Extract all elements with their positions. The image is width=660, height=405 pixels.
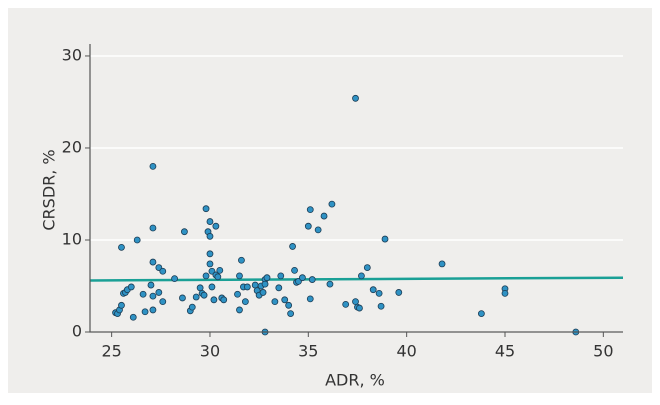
point: [192, 293, 200, 301]
point: [299, 274, 306, 282]
point: [304, 222, 312, 230]
y-tick-label: 20: [62, 137, 82, 156]
point: [188, 303, 196, 311]
point: [306, 295, 314, 303]
point: [243, 283, 251, 291]
point: [281, 296, 289, 304]
point: [477, 310, 485, 317]
point: [118, 243, 125, 251]
point: [141, 308, 149, 316]
x-tick-label: 45: [495, 342, 515, 361]
point: [356, 304, 363, 312]
point: [214, 273, 222, 281]
point: [159, 267, 167, 275]
point: [261, 280, 269, 288]
y-axis-label: CRSDR, %: [40, 149, 59, 230]
point: [208, 283, 216, 291]
point: [289, 243, 296, 250]
point: [220, 296, 228, 304]
point: [501, 289, 509, 297]
point: [277, 272, 285, 280]
x-tick-label: 50: [593, 342, 613, 361]
point: [251, 281, 259, 289]
point: [326, 280, 334, 288]
panel: [8, 8, 652, 393]
point: [206, 218, 214, 225]
point: [181, 228, 188, 236]
point: [377, 302, 385, 310]
y-tick-label: 10: [62, 229, 82, 248]
x-tick-label: 40: [396, 342, 416, 361]
point: [234, 290, 241, 298]
point: [314, 226, 322, 234]
point: [147, 281, 155, 289]
point: [149, 162, 157, 170]
point: [139, 290, 147, 298]
point: [127, 283, 135, 291]
point: [287, 310, 295, 317]
point: [285, 301, 293, 309]
point: [236, 306, 243, 314]
point: [238, 256, 245, 264]
point: [149, 306, 157, 314]
point: [375, 289, 383, 297]
axes: [89, 44, 623, 333]
y-tick-label: 30: [62, 45, 82, 64]
point: [216, 266, 224, 274]
point: [241, 298, 249, 306]
point: [275, 284, 283, 292]
point: [259, 289, 267, 296]
point: [212, 222, 220, 230]
point: [381, 235, 389, 243]
point: [196, 284, 204, 292]
point: [149, 224, 157, 232]
point: [210, 296, 218, 304]
point: [328, 200, 336, 208]
point: [206, 260, 214, 268]
point: [149, 292, 157, 300]
point: [395, 289, 403, 296]
point: [206, 232, 214, 240]
x-tick-label: 35: [298, 342, 318, 361]
point: [133, 236, 141, 244]
point: [200, 291, 208, 299]
point: [263, 274, 271, 282]
point: [129, 313, 137, 321]
point: [118, 301, 125, 309]
point: [358, 272, 365, 280]
y-tick-label: 0: [72, 322, 82, 341]
trend-line: [89, 276, 624, 282]
point: [179, 294, 186, 302]
point: [369, 286, 377, 294]
point: [236, 272, 243, 280]
point: [202, 272, 210, 280]
x-tick-label: 25: [101, 342, 121, 361]
x-axis-label: ADR, %: [325, 371, 385, 390]
point: [291, 266, 298, 274]
x-tick-label: 30: [200, 342, 220, 361]
point: [149, 258, 157, 266]
point: [308, 276, 316, 283]
point: [206, 250, 214, 258]
point: [320, 212, 328, 220]
point: [271, 298, 279, 306]
point: [352, 298, 359, 306]
point: [306, 206, 314, 214]
point: [155, 289, 163, 296]
point: [202, 205, 210, 213]
point: [352, 94, 359, 102]
point: [171, 275, 178, 283]
point: [363, 264, 371, 271]
point: [438, 260, 446, 268]
point: [342, 300, 350, 308]
point: [159, 298, 167, 306]
